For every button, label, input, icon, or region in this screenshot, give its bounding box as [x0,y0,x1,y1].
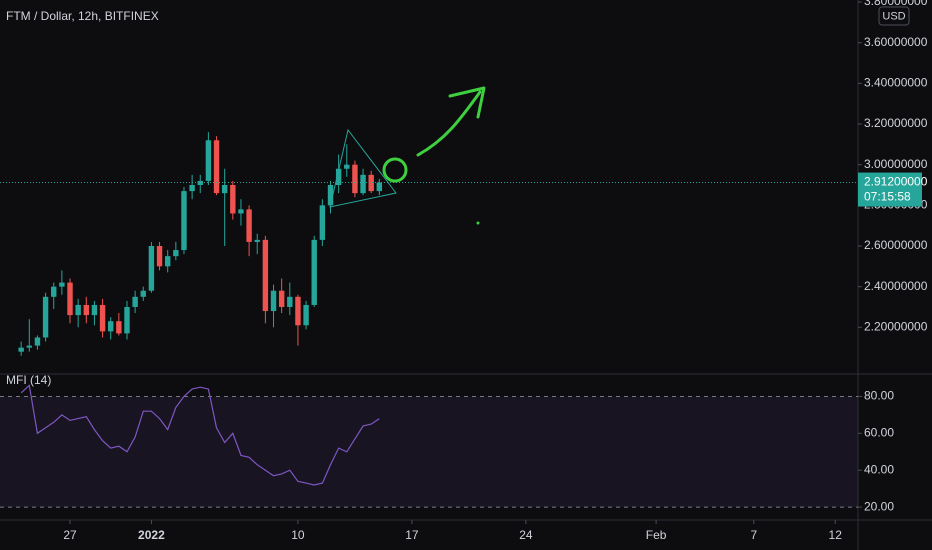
y-tick-label: 60.00 [864,425,894,439]
candle-body [246,209,252,242]
candle-body [26,345,33,348]
candle-body [319,205,326,240]
y-tick-label: 2.20000000 [864,319,928,333]
candle-body [254,239,260,242]
x-tick-label: 12 [829,528,843,542]
y-tick-label: 40.00 [864,462,894,476]
candle-body [189,185,195,192]
circle-drawing [382,157,408,183]
x-tick-label: 2022 [138,528,165,542]
candle-body [67,282,73,316]
candle-body [173,250,179,257]
indicator-title: MFI (14) [6,373,51,387]
candle-body [148,245,155,291]
candle-body [124,306,130,334]
y-tick-label: 3.00000000 [864,157,928,171]
candle-body [18,347,24,352]
candle-body [181,191,187,251]
x-tick-label: 17 [405,528,419,542]
x-tick-label: 24 [519,528,533,542]
candle-body [303,304,309,326]
arrow-drawing [416,86,486,157]
x-tick-label: Feb [646,528,667,542]
candle-body [83,304,89,316]
dot-drawing [476,221,480,225]
candle-body [376,182,383,192]
candle-body [327,185,334,206]
y-tick-label: 2.40000000 [864,279,928,293]
candle-body [99,304,106,332]
candle-body [213,140,220,194]
candle-body [360,174,366,194]
currency-box[interactable] [878,6,910,26]
marks [0,132,858,508]
candle-body [262,239,269,312]
candle-body [34,337,41,346]
candle-body [75,304,81,316]
y-tick-label: 80.00 [864,389,894,403]
y-tick-label: 20.00 [864,499,894,513]
x-tick-label: 27 [63,528,77,542]
candle-body [42,296,49,338]
candle-body [197,180,203,185]
candle-body [116,321,122,334]
candle-body [238,209,244,214]
x-tick-label: 7 [750,528,757,542]
candle-body [278,290,285,307]
candle-body [344,164,350,169]
triangle-drawing [329,128,397,208]
y-tick-label: 3.20000000 [864,116,928,130]
mfi-band [0,396,858,508]
candle-body [221,185,228,194]
candle-body [156,245,163,267]
candle-body [368,174,374,192]
candle-body [205,140,212,181]
x-tick-label: 10 [291,528,305,542]
candle-body [108,321,114,332]
candle-body [295,296,301,326]
last-price-label: 2.91200000 [864,175,928,189]
currency[interactable]: USD [882,10,905,22]
candle-body [352,164,358,194]
candle-body [335,168,342,185]
candle-body [164,256,171,267]
candle-body [230,185,236,214]
candle-body [59,282,65,287]
y-tick-label: 2.60000000 [864,238,928,252]
mfi-line [20,384,380,486]
y-tick-label: 3.80000000 [864,0,928,8]
y-tick-label: 3.60000000 [864,35,928,49]
countdown: 07:15:58 [864,190,911,204]
candle-body [287,296,293,307]
candle-body [51,286,57,297]
last-price-box [858,172,922,207]
chart-title: FTM / Dollar, 12h, BITFINEX [6,9,159,23]
candle-body [270,290,277,312]
candle-body [140,290,146,297]
y-tick-label: 3.40000000 [864,76,928,90]
candle-body [311,239,317,305]
candle-body [91,304,98,316]
candle-body [132,296,138,307]
